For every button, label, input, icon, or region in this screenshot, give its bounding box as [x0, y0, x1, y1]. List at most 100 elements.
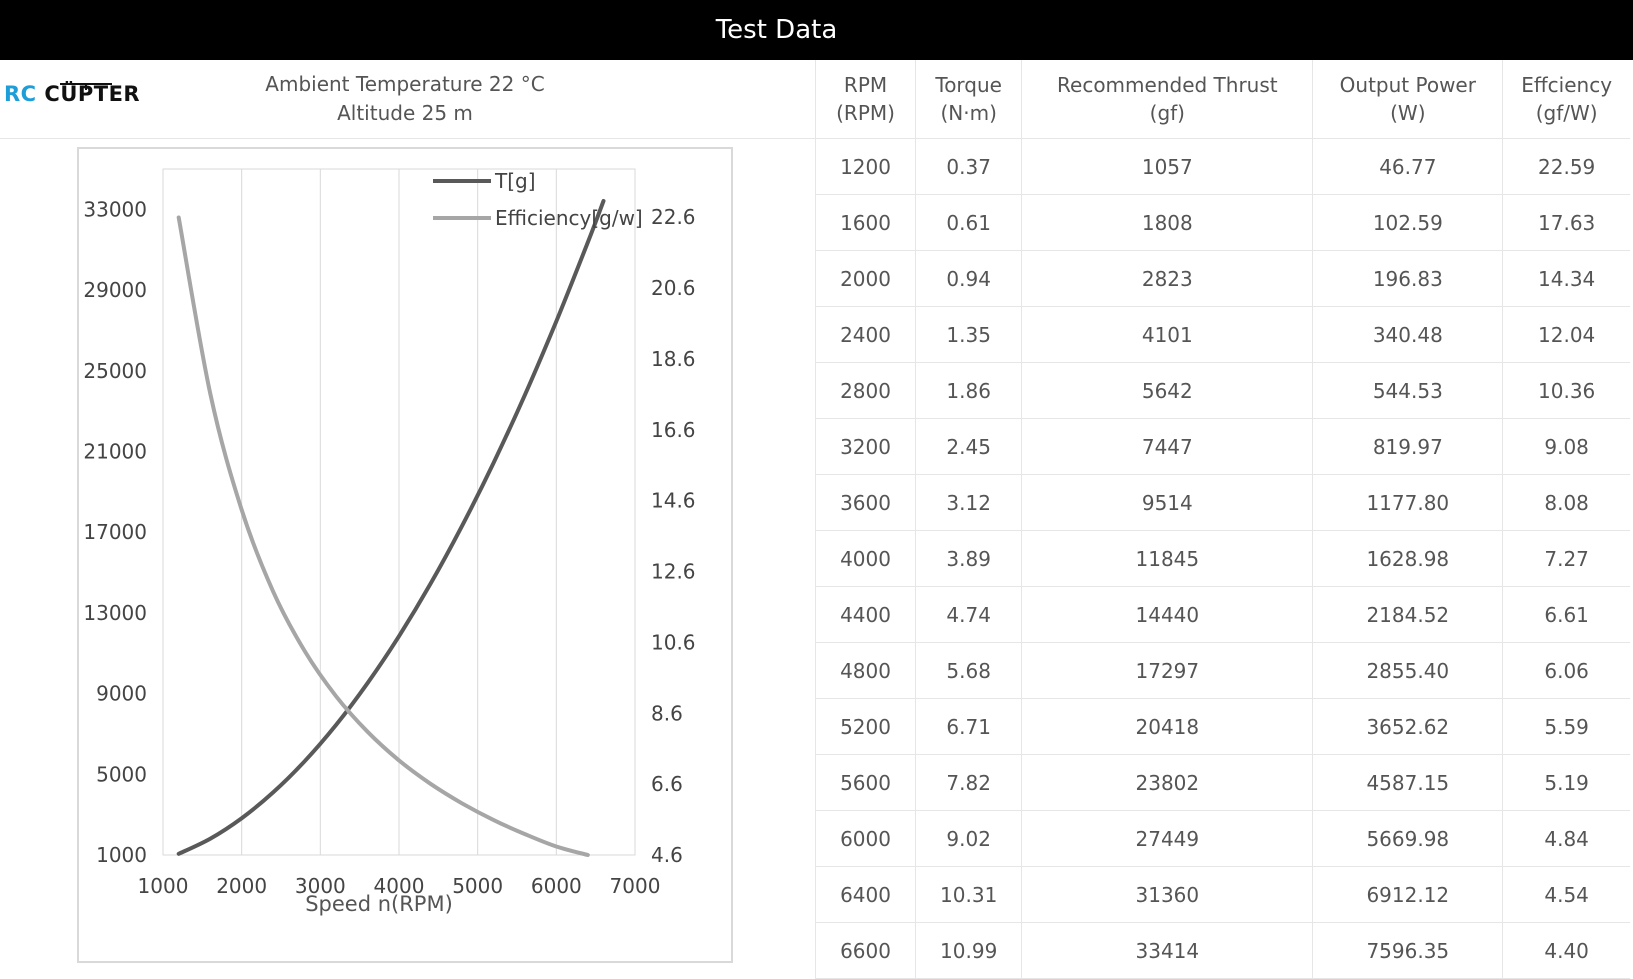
rpm-cell: 1200	[814, 138, 916, 195]
test-data-table: RPM (RPM) Torque (N·m) Recommended Thrust(…	[814, 60, 1630, 979]
rpm-cell: 1600	[814, 194, 916, 251]
thrust-cell: 27449	[1021, 810, 1313, 867]
data-point	[240, 816, 244, 820]
data-point	[397, 634, 401, 638]
y2-tick-label: 6.6	[651, 772, 683, 796]
power-cell: 46.77	[1312, 138, 1503, 195]
power-cell: 1628.98	[1312, 530, 1503, 587]
thrust-cell: 9514	[1021, 474, 1313, 531]
rpm-cell: 5200	[814, 698, 916, 755]
table-row: 2000 0.94 2823 196.83 14.34	[814, 250, 1630, 307]
efficiency-cell: 10.36	[1502, 362, 1630, 419]
x-tick-label: 1000	[138, 874, 189, 898]
efficiency-cell: 4.54	[1502, 866, 1630, 923]
data-point	[240, 508, 244, 512]
rpm-cell: 2400	[814, 306, 916, 363]
y-tick-label: 17000	[83, 520, 147, 544]
data-point	[602, 199, 606, 203]
torque-cell: 2.45	[915, 418, 1022, 475]
torque-cell: 10.99	[915, 922, 1022, 979]
rpm-cell: 6600	[814, 922, 916, 979]
power-cell: 4587.15	[1312, 754, 1503, 811]
torque-cell: 4.74	[915, 586, 1022, 643]
table-row: 5600 7.82 23802 4587.15 5.19	[814, 754, 1630, 811]
data-point	[523, 393, 527, 397]
y-tick-label: 33000	[83, 197, 147, 221]
efficiency-cell: 6.61	[1502, 586, 1630, 643]
rpm-cell: 6400	[814, 866, 916, 923]
torque-cell: 1.35	[915, 306, 1022, 363]
data-point	[429, 582, 433, 586]
x-tick-label: 2000	[216, 874, 267, 898]
legend-label: Efficiency[g/w]	[495, 206, 643, 230]
efficiency-cell: 22.59	[1502, 138, 1630, 195]
y-tick-label: 5000	[96, 762, 147, 786]
data-point	[303, 649, 307, 653]
x-tick-label: 7000	[610, 874, 661, 898]
power-cell: 819.97	[1312, 418, 1503, 475]
power-cell: 7596.35	[1312, 922, 1503, 979]
efficiency-cell: 7.27	[1502, 530, 1630, 587]
data-point	[554, 319, 558, 323]
table-row: 3200 2.45 7447 819.97 9.08	[814, 418, 1630, 475]
col-header-rpm: RPM (RPM)	[814, 60, 916, 139]
torque-cell: 6.71	[915, 698, 1022, 755]
x-tick-label: 5000	[452, 874, 503, 898]
page-title: Test Data	[715, 15, 838, 45]
power-cell: 2855.40	[1312, 642, 1503, 699]
table-row: 3600 3.12 9514 1177.80 8.08	[814, 474, 1630, 531]
data-point	[271, 790, 275, 794]
table-row: 6400 10.31 31360 6912.12 4.54	[814, 866, 1630, 923]
thrust-cell: 4101	[1021, 306, 1313, 363]
efficiency-cell: 5.19	[1502, 754, 1630, 811]
thrust-cell: 23802	[1021, 754, 1313, 811]
table-row: 6000 9.02 27449 5669.98 4.84	[814, 810, 1630, 867]
data-point	[586, 853, 590, 857]
efficiency-cell: 4.84	[1502, 810, 1630, 867]
torque-cell: 9.02	[915, 810, 1022, 867]
y-tick-label: 1000	[96, 843, 147, 867]
info-panel: RC CÜPTER Ambient Temperature 22 °C Alti…	[0, 60, 815, 139]
x-tick-label: 4000	[374, 874, 425, 898]
torque-cell: 7.82	[915, 754, 1022, 811]
power-cell: 544.53	[1312, 362, 1503, 419]
data-point	[334, 723, 338, 727]
thrust-cell: 33414	[1021, 922, 1313, 979]
thrust-cell: 1057	[1021, 138, 1313, 195]
table-row: 6600 10.99 33414 7596.35 4.40	[814, 922, 1630, 979]
thrust-cell: 11845	[1021, 530, 1313, 587]
thrust-cell: 17297	[1021, 642, 1313, 699]
data-point	[177, 852, 181, 856]
efficiency-cell: 6.06	[1502, 642, 1630, 699]
thrust-cell: 14440	[1021, 586, 1313, 643]
torque-cell: 1.86	[915, 362, 1022, 419]
data-point	[460, 524, 464, 528]
power-cell: 1177.80	[1312, 474, 1503, 531]
data-point	[523, 832, 527, 836]
table-row: 4800 5.68 17297 2855.40 6.06	[814, 642, 1630, 699]
torque-cell: 0.37	[915, 138, 1022, 195]
data-point	[208, 391, 212, 395]
altitude: Altitude 25 m	[337, 101, 473, 125]
thrust-cell: 31360	[1021, 866, 1313, 923]
torque-cell: 0.94	[915, 250, 1022, 307]
thrust-cell: 20418	[1021, 698, 1313, 755]
table-row: 2400 1.35 4101 340.48 12.04	[814, 306, 1630, 363]
y-tick-label: 13000	[83, 601, 147, 625]
table-row: 4400 4.74 14440 2184.52 6.61	[814, 586, 1630, 643]
brand-logo: RC CÜPTER	[4, 82, 141, 106]
legend-label: T[g]	[494, 169, 536, 193]
power-cell: 5669.98	[1312, 810, 1503, 867]
data-point	[208, 837, 212, 841]
torque-cell: 10.31	[915, 866, 1022, 923]
series-line-thrust	[176, 199, 606, 856]
y2-tick-label: 10.6	[651, 630, 696, 654]
efficiency-cell: 4.40	[1502, 922, 1630, 979]
thrust-cell: 1808	[1021, 194, 1313, 251]
data-point	[586, 240, 590, 244]
rpm-cell: 4400	[814, 586, 916, 643]
power-cell: 2184.52	[1312, 586, 1503, 643]
table-row: 1200 0.37 1057 46.77 22.59	[814, 138, 1630, 195]
data-point	[271, 589, 275, 593]
y-tick-label: 9000	[96, 682, 147, 706]
